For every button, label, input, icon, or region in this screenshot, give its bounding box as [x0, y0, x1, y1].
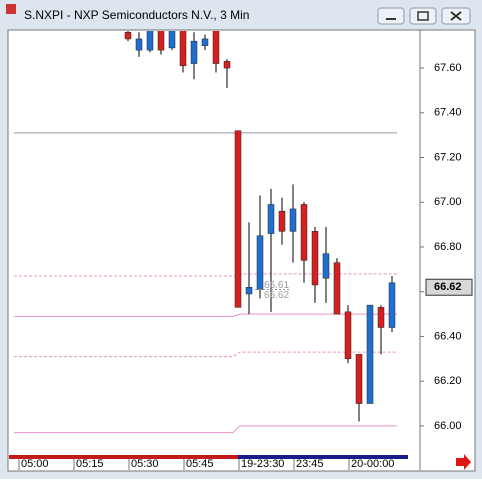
level-line [14, 313, 397, 317]
candle-body [344, 311, 352, 360]
minimize-button[interactable] [377, 7, 405, 25]
candle-body [322, 253, 330, 279]
x-tick-label: 20-00:00 [351, 458, 394, 470]
candle-body [190, 40, 198, 64]
x-tick-label: 19-23:30 [241, 458, 284, 470]
window-title: S.NXPI - NXP Semiconductors N.V., 3 Min [24, 8, 249, 22]
y-tick-label: 67.20 [434, 151, 462, 163]
candle-body [223, 61, 231, 69]
x-tick-label: 05:15 [76, 458, 104, 470]
last-price-box [425, 278, 473, 296]
candle-body [234, 130, 242, 308]
y-tick-label: 67.60 [434, 62, 462, 74]
y-tick-label: 66.40 [434, 330, 462, 342]
y-tick-label: 66.00 [434, 420, 462, 432]
x-tick-label: 05:30 [131, 458, 159, 470]
scroll-arrow[interactable] [456, 454, 471, 470]
candle-body [157, 31, 165, 51]
y-tick-label: 67.00 [434, 196, 462, 208]
restore-button[interactable] [409, 7, 437, 25]
candle-body [355, 354, 363, 404]
candle-body [201, 38, 209, 46]
candle-body [377, 307, 385, 328]
price-note: 66.62 [264, 290, 289, 301]
x-tick-label: 05:45 [186, 458, 214, 470]
candle-body [124, 31, 132, 40]
candle-body [388, 282, 396, 328]
candle-body [256, 235, 264, 290]
candle-body [300, 204, 308, 261]
app-icon [6, 4, 16, 14]
close-button[interactable] [441, 7, 471, 25]
candle-body [245, 286, 253, 295]
candle-body [311, 231, 319, 286]
x-tick-label: 05:00 [21, 458, 49, 470]
candle-body [135, 38, 143, 51]
price-note: 66.61 [264, 280, 289, 291]
candle-body [289, 208, 297, 232]
candle-body [168, 31, 176, 49]
last-price-label: 66.62 [434, 281, 462, 293]
candle-body [333, 262, 341, 315]
x-tick-label: 23:45 [296, 458, 324, 470]
y-tick-label: 66.20 [434, 375, 462, 387]
y-tick-label: 66.80 [434, 241, 462, 253]
level-line [14, 425, 397, 434]
session-bar [9, 455, 238, 459]
session-bar [238, 455, 408, 459]
candle-body [278, 210, 286, 232]
candle-body [366, 304, 374, 404]
candle-body [212, 31, 220, 64]
level-line [14, 351, 397, 358]
candle-body [267, 204, 275, 234]
candle-body [179, 31, 187, 67]
candle-body [146, 31, 154, 51]
chart-area [7, 29, 476, 472]
y-tick-label: 67.40 [434, 107, 462, 119]
